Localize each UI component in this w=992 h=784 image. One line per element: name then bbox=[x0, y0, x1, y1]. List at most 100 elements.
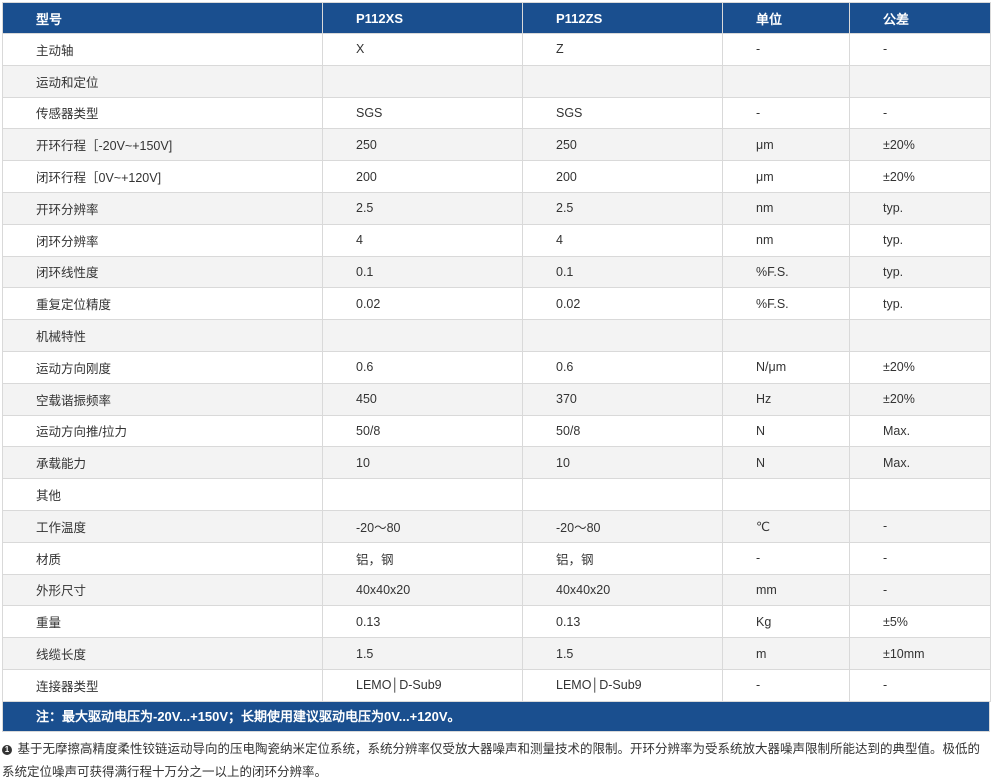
table-row: 线缆长度 1.5 1.5 m ±10mm bbox=[2, 637, 991, 670]
cell-p112xs: 50/8 bbox=[322, 414, 523, 448]
cell-tolerance: typ. bbox=[849, 223, 991, 257]
cell-p112zs bbox=[522, 319, 723, 352]
cell-p112zs: 0.13 bbox=[522, 605, 723, 639]
spec-table: 型号 P112XS P112ZS 单位 公差 主动轴 X Z - - 运动和定位 传感器类型… bbox=[2, 2, 991, 702]
cell-unit: - bbox=[722, 541, 850, 575]
cell-p112zs: 0.6 bbox=[522, 350, 723, 384]
cell-tolerance: - bbox=[849, 33, 991, 66]
cell-p112xs bbox=[322, 319, 523, 352]
footnote-text: 基于无摩擦高精度柔性铰链运动导向的压电陶瓷纳米定位系统，系统分辨率仅受放大器噪声… bbox=[2, 742, 980, 779]
cell-param: 重复定位精度 bbox=[2, 287, 323, 321]
cell-unit: N bbox=[722, 446, 850, 480]
table-row: 外形尺寸 40x40x20 40x40x20 mm - bbox=[2, 573, 991, 607]
table-row: 开环行程［-20V~+150V] 250 250 μm ±20% bbox=[2, 128, 991, 162]
cell-p112zs: 0.02 bbox=[522, 287, 723, 321]
cell-unit: N/μm bbox=[722, 350, 850, 384]
cell-p112xs: 1.5 bbox=[322, 637, 523, 670]
cell-p112zs: LEMO│D-Sub9 bbox=[522, 668, 723, 702]
cell-tolerance: ±20% bbox=[849, 382, 991, 416]
table-row: 机械特性 bbox=[2, 319, 991, 352]
cell-p112xs: -20～80 bbox=[322, 509, 523, 543]
cell-param: 开环分辨率 bbox=[2, 191, 323, 225]
cell-unit bbox=[722, 64, 850, 98]
cell-param: 运动和定位 bbox=[2, 64, 323, 98]
bullet-number-icon: 1 bbox=[2, 745, 12, 755]
cell-unit: nm bbox=[722, 223, 850, 257]
header-unit: 单位 bbox=[722, 2, 850, 34]
cell-p112zs: 2.5 bbox=[522, 191, 723, 225]
cell-p112zs: 200 bbox=[522, 160, 723, 193]
cell-param: 线缆长度 bbox=[2, 637, 323, 670]
table-row: 闭环线性度 0.1 0.1 %F.S. typ. bbox=[2, 255, 991, 289]
cell-param: 主动轴 bbox=[2, 33, 323, 66]
cell-p112xs: LEMO│D-Sub9 bbox=[322, 668, 523, 702]
cell-param: 其他 bbox=[2, 478, 323, 511]
table-row: 空载谐振频率 450 370 Hz ±20% bbox=[2, 382, 991, 416]
cell-tolerance: ±10mm bbox=[849, 637, 991, 670]
cell-tolerance: typ. bbox=[849, 287, 991, 321]
cell-unit: Hz bbox=[722, 382, 850, 416]
cell-param: 空载谐振频率 bbox=[2, 382, 323, 416]
cell-param: 承载能力 bbox=[2, 446, 323, 480]
cell-p112zs: 铝，钢 bbox=[522, 541, 723, 575]
header-model: 型号 bbox=[2, 2, 323, 34]
cell-p112zs: 370 bbox=[522, 382, 723, 416]
cell-param: 重量 bbox=[2, 605, 323, 639]
cell-unit bbox=[722, 319, 850, 352]
cell-p112zs: SGS bbox=[522, 96, 723, 130]
table-row: 运动和定位 bbox=[2, 64, 991, 98]
cell-unit: nm bbox=[722, 191, 850, 225]
cell-param: 开环行程［-20V~+150V] bbox=[2, 128, 323, 162]
table-row: 运动方向刚度 0.6 0.6 N/μm ±20% bbox=[2, 350, 991, 384]
cell-tolerance: typ. bbox=[849, 255, 991, 289]
cell-tolerance: - bbox=[849, 573, 991, 607]
cell-tolerance: typ. bbox=[849, 191, 991, 225]
cell-param: 闭环行程［0V~+120V] bbox=[2, 160, 323, 193]
cell-p112xs: 450 bbox=[322, 382, 523, 416]
cell-unit: %F.S. bbox=[722, 255, 850, 289]
cell-tolerance: ±5% bbox=[849, 605, 991, 639]
cell-unit: - bbox=[722, 96, 850, 130]
cell-param: 材质 bbox=[2, 541, 323, 575]
cell-p112zs bbox=[522, 64, 723, 98]
cell-p112xs: 10 bbox=[322, 446, 523, 480]
cell-p112zs: 4 bbox=[522, 223, 723, 257]
cell-p112zs: 0.1 bbox=[522, 255, 723, 289]
table-row: 闭环分辨率 4 4 nm typ. bbox=[2, 223, 991, 257]
cell-tolerance bbox=[849, 478, 991, 511]
cell-p112zs bbox=[522, 478, 723, 511]
cell-p112xs: 0.1 bbox=[322, 255, 523, 289]
cell-tolerance: - bbox=[849, 668, 991, 702]
cell-p112zs: 50/8 bbox=[522, 414, 723, 448]
table-row: 闭环行程［0V~+120V] 200 200 μm ±20% bbox=[2, 160, 991, 193]
cell-unit: N bbox=[722, 414, 850, 448]
cell-tolerance: ±20% bbox=[849, 128, 991, 162]
note-bar: 注：最大驱动电压为-20V...+150V；长期使用建议驱动电压为0V...+1… bbox=[2, 701, 990, 732]
cell-p112xs: 4 bbox=[322, 223, 523, 257]
table-row: 主动轴 X Z - - bbox=[2, 33, 991, 66]
table-row: 材质 铝，钢 铝，钢 - - bbox=[2, 541, 991, 575]
table-row: 承载能力 10 10 N Max. bbox=[2, 446, 991, 480]
cell-unit: μm bbox=[722, 160, 850, 193]
cell-unit: %F.S. bbox=[722, 287, 850, 321]
cell-p112xs: 铝，钢 bbox=[322, 541, 523, 575]
table-header-row: 型号 P112XS P112ZS 单位 公差 bbox=[2, 2, 991, 34]
cell-p112zs: 250 bbox=[522, 128, 723, 162]
header-p112xs: P112XS bbox=[322, 2, 523, 34]
table-row: 连接器类型 LEMO│D-Sub9 LEMO│D-Sub9- - bbox=[2, 668, 991, 702]
table-row: 传感器类型 SGS SGS - - bbox=[2, 96, 991, 130]
cell-tolerance bbox=[849, 319, 991, 352]
table-row: 其他 bbox=[2, 478, 991, 511]
cell-unit: mm bbox=[722, 573, 850, 607]
cell-p112xs bbox=[322, 64, 523, 98]
cell-p112xs: 200 bbox=[322, 160, 523, 193]
table-row: 重复定位精度 0.02 0.02 %F.S. typ. bbox=[2, 287, 991, 321]
cell-tolerance: ±20% bbox=[849, 350, 991, 384]
cell-p112zs: Z bbox=[522, 33, 723, 66]
cell-p112xs: 250 bbox=[322, 128, 523, 162]
cell-p112xs bbox=[322, 478, 523, 511]
cell-unit: - bbox=[722, 33, 850, 66]
cell-unit: Kg bbox=[722, 605, 850, 639]
cell-p112zs: 10 bbox=[522, 446, 723, 480]
table-row: 开环分辨率 2.5 2.5 nm typ. bbox=[2, 191, 991, 225]
